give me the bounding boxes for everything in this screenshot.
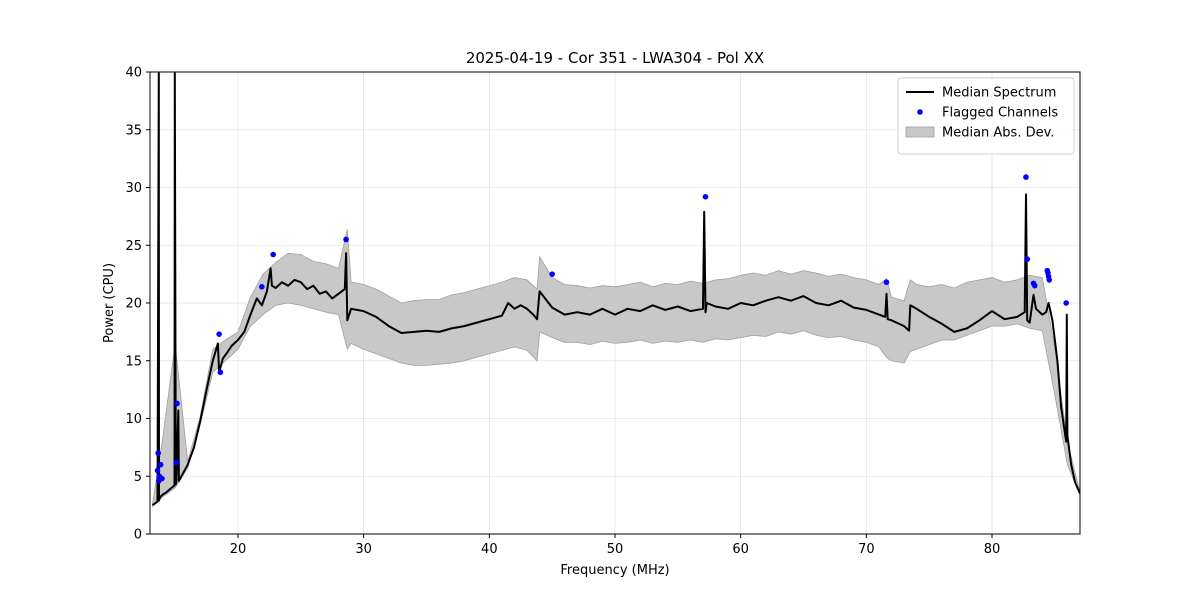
x-tick-label: 80 — [984, 542, 1001, 557]
y-tick-label: 15 — [125, 354, 142, 369]
flagged-channel-point — [155, 450, 161, 456]
x-tick-label: 30 — [355, 542, 372, 557]
y-tick-label: 10 — [125, 412, 142, 427]
flagged-channel-point — [259, 284, 265, 290]
x-tick-label: 70 — [858, 542, 875, 557]
legend-marker-swatch — [917, 109, 923, 115]
y-tick-label: 30 — [125, 181, 142, 196]
flagged-channel-point — [216, 331, 222, 337]
y-tick-label: 0 — [134, 528, 142, 543]
x-tick-label: 60 — [732, 542, 749, 557]
flagged-channel-point — [174, 400, 180, 407]
flagged-channel-point — [1046, 277, 1053, 283]
flagged-channel-point — [173, 459, 179, 466]
y-axis-label: Power (CPU) — [102, 263, 117, 343]
flagged-channel-point — [217, 369, 224, 376]
y-tick-label: 25 — [125, 239, 142, 254]
flagged-channel-point — [1031, 282, 1038, 289]
flagged-channel-point — [1023, 174, 1029, 180]
y-tick-label: 40 — [125, 66, 142, 81]
mad-band — [152, 229, 1080, 508]
x-tick-label: 40 — [481, 542, 498, 557]
plot-data — [151, 72, 1080, 508]
flagged-channel-point — [1024, 256, 1031, 262]
legend-label: Flagged Channels — [942, 106, 1058, 121]
flagged-channel-point — [154, 467, 161, 474]
legend-patch-swatch — [905, 126, 935, 138]
y-tick-label: 35 — [125, 123, 142, 138]
y-tick-label: 20 — [125, 297, 142, 312]
legend-box — [897, 77, 1075, 155]
chart-title: 2025-04-19 - Cor 351 - LWA304 - Pol XX — [466, 49, 764, 67]
flagged-channel-point — [1063, 300, 1069, 306]
flagged-channel-point — [702, 193, 709, 200]
legend: Median Spectrum Flagged Channels Median Ab… — [897, 77, 1075, 155]
x-axis-label: Frequency (MHz) — [560, 563, 669, 578]
flagged-channel-point — [270, 251, 276, 258]
flagged-channel-point — [159, 475, 165, 482]
legend-label: Median Spectrum — [942, 86, 1056, 101]
flagged-channel-point — [343, 236, 349, 243]
flagged-channel-point — [549, 271, 555, 277]
x-tick-label: 50 — [607, 542, 624, 557]
axis-ticks: 20 30 40 50 60 70 80 0 5 10 15 20 25 30 35 40 — [125, 66, 1000, 558]
x-tick-label: 20 — [230, 542, 247, 557]
flagged-channel-point — [157, 461, 164, 468]
y-tick-label: 5 — [134, 470, 142, 485]
flagged-channel-point — [883, 279, 890, 286]
legend-label: Median Abs. Dev. — [942, 126, 1054, 141]
median-spectrum-line — [151, 72, 1080, 506]
